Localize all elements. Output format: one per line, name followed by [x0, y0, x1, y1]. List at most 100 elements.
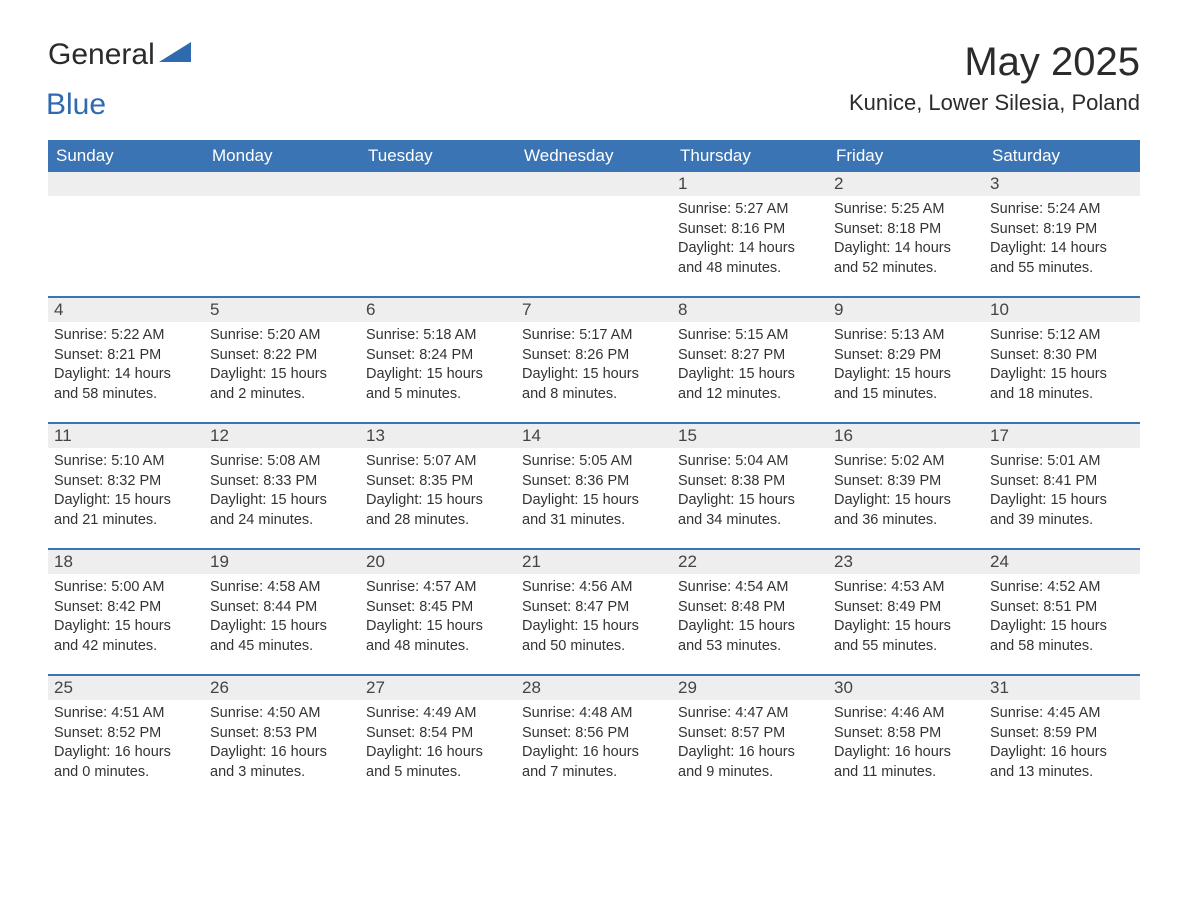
sunset-line: Sunset: 8:29 PM [834, 346, 978, 366]
calendar-day: 18Sunrise: 5:00 AMSunset: 8:42 PMDayligh… [48, 550, 204, 668]
calendar-week: 25Sunrise: 4:51 AMSunset: 8:52 PMDayligh… [48, 674, 1140, 794]
daylight-line: Daylight: 15 hours and 2 minutes. [210, 365, 354, 404]
brand-word2: Blue [46, 88, 191, 122]
day-body: Sunrise: 4:54 AMSunset: 8:48 PMDaylight:… [672, 574, 828, 662]
day-number: 1 [672, 172, 828, 196]
day-number: 2 [828, 172, 984, 196]
daylight-line: Daylight: 15 hours and 58 minutes. [990, 617, 1134, 656]
sunset-line: Sunset: 8:54 PM [366, 724, 510, 744]
day-body: Sunrise: 5:27 AMSunset: 8:16 PMDaylight:… [672, 196, 828, 284]
calendar-day [516, 172, 672, 290]
sunrise-line: Sunrise: 4:48 AM [522, 704, 666, 724]
sunset-line: Sunset: 8:26 PM [522, 346, 666, 366]
dow-cell: Monday [204, 140, 360, 172]
day-body: Sunrise: 4:51 AMSunset: 8:52 PMDaylight:… [48, 700, 204, 788]
day-body: Sunrise: 5:13 AMSunset: 8:29 PMDaylight:… [828, 322, 984, 410]
calendar-day: 24Sunrise: 4:52 AMSunset: 8:51 PMDayligh… [984, 550, 1140, 668]
dow-cell: Sunday [48, 140, 204, 172]
sunset-line: Sunset: 8:38 PM [678, 472, 822, 492]
sunrise-line: Sunrise: 5:24 AM [990, 200, 1134, 220]
daylight-line: Daylight: 16 hours and 11 minutes. [834, 743, 978, 782]
calendar-day: 26Sunrise: 4:50 AMSunset: 8:53 PMDayligh… [204, 676, 360, 794]
sunrise-line: Sunrise: 4:56 AM [522, 578, 666, 598]
sunrise-line: Sunrise: 4:46 AM [834, 704, 978, 724]
sunrise-line: Sunrise: 4:45 AM [990, 704, 1134, 724]
sunset-line: Sunset: 8:56 PM [522, 724, 666, 744]
day-body: Sunrise: 4:45 AMSunset: 8:59 PMDaylight:… [984, 700, 1140, 788]
day-number [516, 172, 672, 196]
day-number: 31 [984, 676, 1140, 700]
calendar-day: 11Sunrise: 5:10 AMSunset: 8:32 PMDayligh… [48, 424, 204, 542]
day-number: 17 [984, 424, 1140, 448]
location-subtitle: Kunice, Lower Silesia, Poland [849, 90, 1140, 116]
daylight-line: Daylight: 15 hours and 8 minutes. [522, 365, 666, 404]
daylight-line: Daylight: 15 hours and 15 minutes. [834, 365, 978, 404]
day-number: 27 [360, 676, 516, 700]
brand-text-block: General Blue [48, 40, 191, 122]
sunrise-line: Sunrise: 5:12 AM [990, 326, 1134, 346]
sunrise-line: Sunrise: 5:02 AM [834, 452, 978, 472]
day-number: 13 [360, 424, 516, 448]
daylight-line: Daylight: 15 hours and 53 minutes. [678, 617, 822, 656]
day-number: 8 [672, 298, 828, 322]
daylight-line: Daylight: 15 hours and 28 minutes. [366, 491, 510, 530]
header: General Blue May 2025 Kunice, Lower Sile… [48, 40, 1140, 122]
day-number: 20 [360, 550, 516, 574]
calendar-day: 6Sunrise: 5:18 AMSunset: 8:24 PMDaylight… [360, 298, 516, 416]
daylight-line: Daylight: 15 hours and 21 minutes. [54, 491, 198, 530]
sunset-line: Sunset: 8:45 PM [366, 598, 510, 618]
day-number: 30 [828, 676, 984, 700]
day-number: 22 [672, 550, 828, 574]
calendar-day: 8Sunrise: 5:15 AMSunset: 8:27 PMDaylight… [672, 298, 828, 416]
dow-cell: Friday [828, 140, 984, 172]
sunset-line: Sunset: 8:58 PM [834, 724, 978, 744]
sunset-line: Sunset: 8:42 PM [54, 598, 198, 618]
daylight-line: Daylight: 16 hours and 13 minutes. [990, 743, 1134, 782]
day-number [48, 172, 204, 196]
daylight-line: Daylight: 15 hours and 31 minutes. [522, 491, 666, 530]
sunrise-line: Sunrise: 5:00 AM [54, 578, 198, 598]
sunset-line: Sunset: 8:49 PM [834, 598, 978, 618]
sunset-line: Sunset: 8:24 PM [366, 346, 510, 366]
calendar-week: 4Sunrise: 5:22 AMSunset: 8:21 PMDaylight… [48, 296, 1140, 416]
calendar-day: 30Sunrise: 4:46 AMSunset: 8:58 PMDayligh… [828, 676, 984, 794]
sunrise-line: Sunrise: 5:15 AM [678, 326, 822, 346]
page-title: May 2025 [849, 40, 1140, 84]
sunrise-line: Sunrise: 4:53 AM [834, 578, 978, 598]
sunset-line: Sunset: 8:16 PM [678, 220, 822, 240]
day-body: Sunrise: 5:20 AMSunset: 8:22 PMDaylight:… [204, 322, 360, 410]
daylight-line: Daylight: 14 hours and 55 minutes. [990, 239, 1134, 278]
calendar-day: 31Sunrise: 4:45 AMSunset: 8:59 PMDayligh… [984, 676, 1140, 794]
day-body: Sunrise: 4:49 AMSunset: 8:54 PMDaylight:… [360, 700, 516, 788]
calendar-day: 10Sunrise: 5:12 AMSunset: 8:30 PMDayligh… [984, 298, 1140, 416]
day-of-week-header: SundayMondayTuesdayWednesdayThursdayFrid… [48, 140, 1140, 172]
daylight-line: Daylight: 15 hours and 48 minutes. [366, 617, 510, 656]
sunrise-line: Sunrise: 4:51 AM [54, 704, 198, 724]
day-number: 18 [48, 550, 204, 574]
day-number: 11 [48, 424, 204, 448]
calendar-day: 20Sunrise: 4:57 AMSunset: 8:45 PMDayligh… [360, 550, 516, 668]
daylight-line: Daylight: 15 hours and 34 minutes. [678, 491, 822, 530]
day-body: Sunrise: 5:25 AMSunset: 8:18 PMDaylight:… [828, 196, 984, 284]
calendar-day: 3Sunrise: 5:24 AMSunset: 8:19 PMDaylight… [984, 172, 1140, 290]
daylight-line: Daylight: 14 hours and 48 minutes. [678, 239, 822, 278]
sunset-line: Sunset: 8:18 PM [834, 220, 978, 240]
sunset-line: Sunset: 8:19 PM [990, 220, 1134, 240]
calendar-day: 21Sunrise: 4:56 AMSunset: 8:47 PMDayligh… [516, 550, 672, 668]
day-body: Sunrise: 5:10 AMSunset: 8:32 PMDaylight:… [48, 448, 204, 536]
day-number: 9 [828, 298, 984, 322]
day-body: Sunrise: 5:04 AMSunset: 8:38 PMDaylight:… [672, 448, 828, 536]
day-number: 23 [828, 550, 984, 574]
day-body: Sunrise: 5:22 AMSunset: 8:21 PMDaylight:… [48, 322, 204, 410]
day-number: 19 [204, 550, 360, 574]
sunset-line: Sunset: 8:30 PM [990, 346, 1134, 366]
day-number: 6 [360, 298, 516, 322]
day-body: Sunrise: 4:50 AMSunset: 8:53 PMDaylight:… [204, 700, 360, 788]
sunset-line: Sunset: 8:39 PM [834, 472, 978, 492]
sunset-line: Sunset: 8:44 PM [210, 598, 354, 618]
day-body: Sunrise: 4:46 AMSunset: 8:58 PMDaylight:… [828, 700, 984, 788]
sunrise-line: Sunrise: 4:47 AM [678, 704, 822, 724]
day-number: 10 [984, 298, 1140, 322]
day-body: Sunrise: 5:00 AMSunset: 8:42 PMDaylight:… [48, 574, 204, 662]
sunrise-line: Sunrise: 5:13 AM [834, 326, 978, 346]
